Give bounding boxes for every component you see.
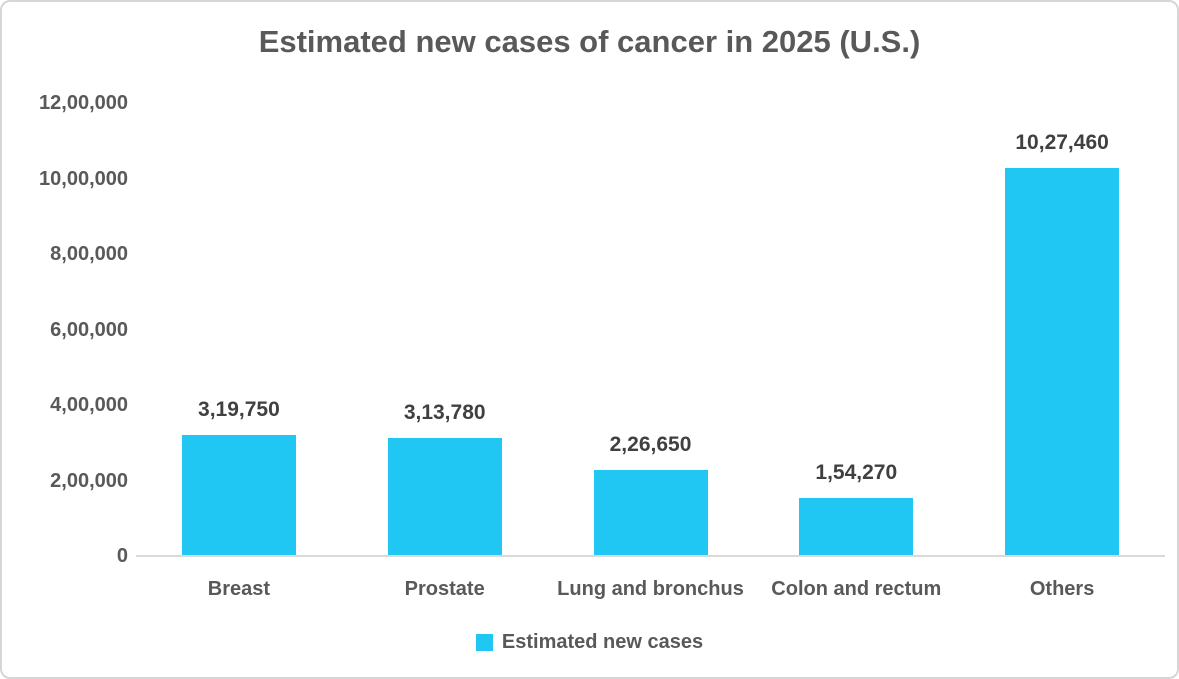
legend-swatch-icon [475,633,493,651]
chart-title: Estimated new cases of cancer in 2025 (U… [258,24,921,59]
bar-colon-and-rectum [799,498,914,556]
x-axis-category-label: Breast [207,578,271,600]
bar-value-label: 3,13,780 [403,401,486,424]
x-axis-line [136,555,1165,557]
bar-prostate [387,438,502,556]
y-axis-tick-label: 4,00,000 [50,394,128,416]
y-axis-tick-label: 2,00,000 [50,469,128,492]
legend-label: Estimated new cases [501,630,704,653]
y-axis-tick-label: 8,00,000 [50,243,128,265]
y-axis-tick-label: 6,00,000 [50,318,128,341]
bar-value-label: 3,19,750 [198,398,280,421]
bar-value-label: 1,54,270 [815,461,898,484]
x-axis-category-label: Lung and bronchus [557,578,744,600]
x-axis-category-label: Others [1029,578,1095,600]
bar-value-label: 2,26,650 [609,433,692,456]
y-axis-tick-label: 0 [116,545,128,567]
bar-value-label: 10,27,460 [1015,131,1109,154]
y-axis-tick-label: 10,00,000 [39,167,128,190]
bar-breast [181,435,296,556]
legend: Estimated new cases [2,627,1177,657]
y-axis-tick-label: 12,00,000 [39,92,128,114]
bar-others [1005,168,1120,556]
bar-lung-and-bronchus [593,470,708,556]
x-axis-category-label: Prostate [404,578,485,600]
x-axis-category-label: Colon and rectum [771,578,942,600]
